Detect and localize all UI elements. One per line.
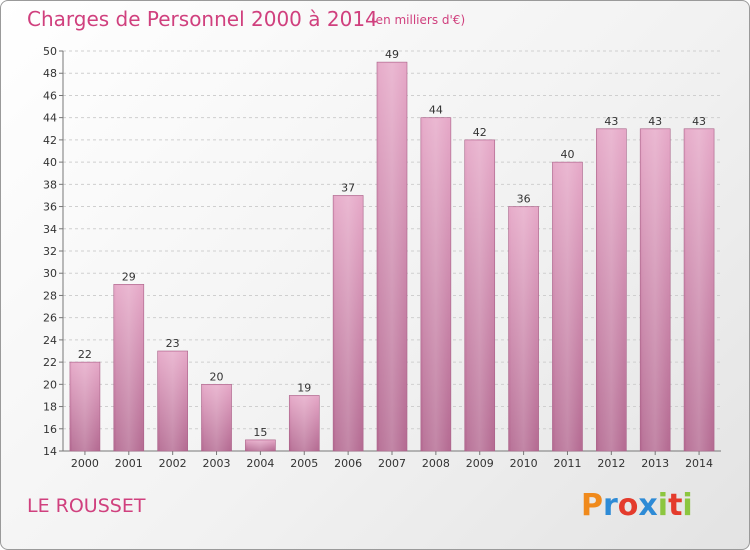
y-tick-label: 22 [43,356,57,369]
data-label: 43 [692,115,706,128]
data-label: 44 [429,104,443,117]
bar-highlight [203,385,230,451]
place-name: LE ROUSSET [27,495,146,517]
data-label: 15 [253,426,267,439]
x-tick-label: 2008 [422,457,450,470]
bar-highlight [554,163,581,451]
x-tick-label: 2005 [290,457,318,470]
data-label: 43 [604,115,618,128]
y-tick-label: 18 [43,401,57,414]
label-layer: 22 2000 29 2001 23 2002 20 2003 15 2004 19 2005 37 20… [71,48,713,470]
data-label: 20 [210,370,224,383]
data-label: 37 [341,181,355,194]
bar-highlight [159,352,186,451]
axis-layer: 14 16 18 20 22 24 26 28 30 32 34 36 38 40 42 44 46 48 50 [43,45,721,458]
data-label: 42 [473,126,487,139]
bar-highlight [510,207,537,451]
y-tick-label: 32 [43,245,57,258]
data-label: 22 [78,348,92,361]
y-tick-label: 36 [43,201,57,214]
bar-highlight [642,129,669,451]
bar-highlight [335,196,362,451]
y-tick-label: 20 [43,378,57,391]
bar-highlight [422,118,449,452]
x-tick-label: 2006 [334,457,362,470]
chart-title: Charges de Personnel 2000 à 2014 [27,7,378,31]
x-tick-label: 2009 [466,457,494,470]
chart-subtitle: (en milliers d'€) [371,13,466,27]
data-label: 23 [166,337,180,350]
y-tick-label: 24 [43,334,57,347]
bar-layer [69,61,715,452]
x-tick-label: 2004 [246,457,274,470]
x-tick-label: 2011 [553,457,581,470]
y-tick-label: 38 [43,178,57,191]
x-tick-label: 2007 [378,457,406,470]
x-tick-label: 2000 [71,457,99,470]
bar-highlight [598,129,625,451]
y-tick-label: 44 [43,112,57,125]
proxiti-logo: Proxiti [581,488,693,523]
x-tick-label: 2003 [203,457,231,470]
bar-highlight [686,129,713,451]
bar-highlight [115,285,142,451]
x-tick-label: 2010 [510,457,538,470]
y-tick-label: 26 [43,312,57,325]
y-tick-label: 40 [43,156,57,169]
data-label: 19 [297,381,311,394]
data-label: 29 [122,270,136,283]
y-tick-label: 30 [43,267,57,280]
x-tick-label: 2001 [115,457,143,470]
bar-highlight [71,363,98,451]
y-tick-label: 16 [43,423,57,436]
bar-highlight [466,140,493,451]
y-tick-label: 50 [43,45,57,58]
x-tick-label: 2002 [159,457,187,470]
y-tick-label: 48 [43,67,57,80]
data-label: 36 [517,193,531,206]
y-tick-label: 34 [43,223,57,236]
bar-highlight [291,396,318,451]
x-tick-label: 2014 [685,457,713,470]
y-tick-label: 28 [43,289,57,302]
bar-highlight [247,440,274,451]
bar-highlight [379,63,405,451]
data-label: 40 [560,148,574,161]
y-tick-label: 42 [43,134,57,147]
x-tick-label: 2013 [641,457,669,470]
data-label: 49 [385,48,399,61]
data-label: 43 [648,115,662,128]
y-tick-label: 14 [43,445,57,458]
x-tick-label: 2012 [597,457,625,470]
y-tick-label: 46 [43,89,57,102]
